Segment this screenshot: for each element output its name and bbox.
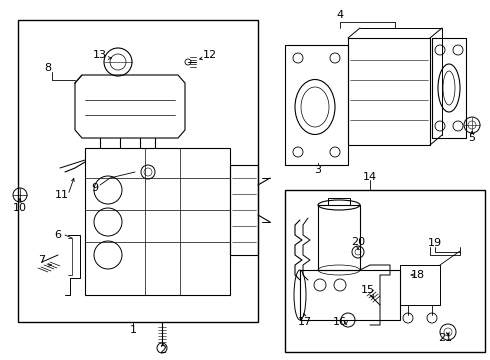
Text: 19: 19: [428, 238, 442, 248]
Text: 17: 17: [298, 317, 312, 327]
Bar: [328, 198, 350, 205]
Text: 5: 5: [468, 133, 475, 143]
Text: 7: 7: [38, 255, 46, 265]
Bar: [230, 165, 258, 255]
Bar: [318, 205, 360, 270]
Bar: [348, 38, 430, 145]
Text: 15: 15: [361, 285, 375, 295]
Text: 13: 13: [93, 50, 107, 60]
Text: 20: 20: [351, 237, 365, 247]
Text: 21: 21: [438, 333, 452, 343]
Text: 3: 3: [315, 165, 321, 175]
Text: 11: 11: [55, 190, 69, 200]
Bar: [18, 20, 258, 322]
Text: 16: 16: [333, 317, 347, 327]
Text: 14: 14: [363, 172, 377, 182]
Text: 1: 1: [129, 325, 137, 335]
Text: 6: 6: [54, 230, 62, 240]
Text: 8: 8: [45, 63, 51, 73]
Text: 2: 2: [159, 345, 167, 355]
Bar: [300, 270, 400, 320]
Text: 10: 10: [13, 203, 27, 213]
Bar: [285, 45, 348, 165]
Bar: [85, 148, 230, 295]
Text: 9: 9: [92, 183, 98, 193]
Text: 4: 4: [337, 10, 343, 20]
Text: 12: 12: [203, 50, 217, 60]
Bar: [432, 38, 466, 138]
Text: 18: 18: [411, 270, 425, 280]
Bar: [285, 190, 485, 352]
